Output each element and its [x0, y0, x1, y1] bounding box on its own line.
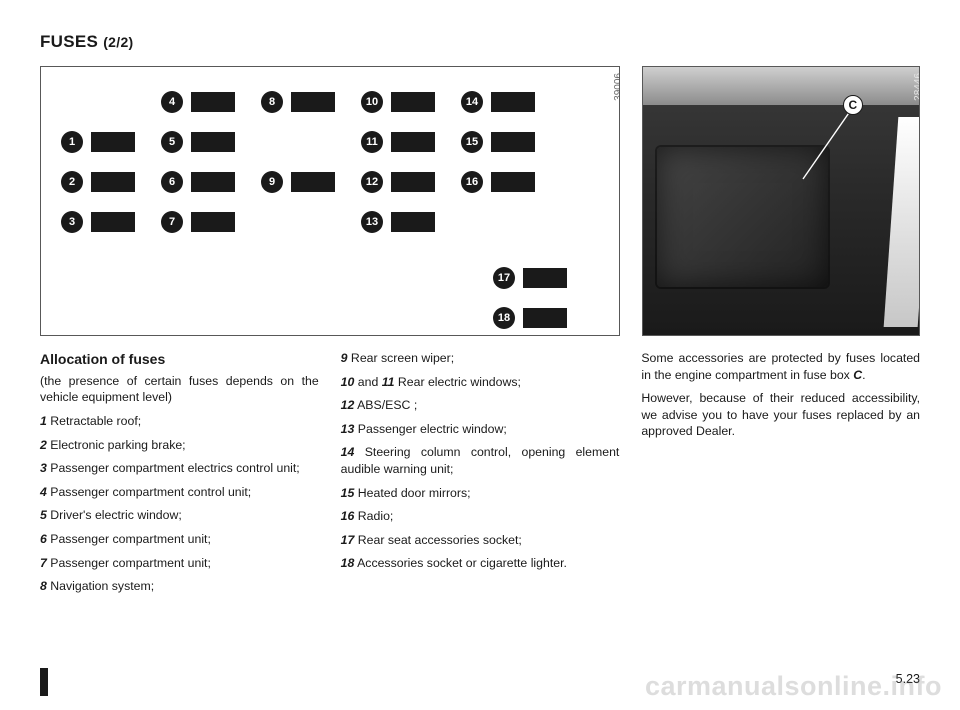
fuse-number-badge: 16 — [461, 171, 483, 193]
fuse-list-item: 8 Navigation system; — [40, 578, 319, 595]
fuse-list-item: 14 Steering column control, opening elem… — [341, 444, 620, 477]
fuse-icon — [191, 92, 235, 112]
fuse-row: 9 — [261, 169, 335, 195]
callout-line-svg — [643, 67, 920, 336]
fuse-row: 7 — [161, 209, 235, 235]
fuse-list-item: 15 Heated door mirrors; — [341, 485, 620, 502]
fuse-icon — [91, 212, 135, 232]
fuse-list-item: 17 Rear seat accessories socket; — [341, 532, 620, 549]
fuse-column: 14 15 16 — [461, 89, 535, 235]
fuse-list-item: 10 and 11 Rear electric windows; — [341, 374, 620, 391]
fuse-icon — [491, 92, 535, 112]
fuse-icon — [491, 132, 535, 152]
allocation-heading: Allocation of fuses — [40, 350, 319, 369]
fuse-list-item: 6 Passenger compartment unit; — [40, 531, 319, 548]
fuse-list-item: 3 Passenger compartment electrics contro… — [40, 460, 319, 477]
manual-page: FUSES (2/2) 39006 1234567891011121314151… — [0, 0, 960, 710]
fuse-list-item: 13 Passenger electric window; — [341, 421, 620, 438]
engine-photo: C 28446 — [642, 66, 920, 336]
fuse-icon — [491, 172, 535, 192]
text-col-1: Allocation of fuses (the presence of cer… — [40, 350, 319, 602]
text-col-3: Some accessories are protected by fuses … — [641, 350, 920, 602]
fuse-row: 10 — [361, 89, 435, 115]
fuse-column: 4 5 6 7 — [161, 89, 235, 235]
fuse-icon — [391, 92, 435, 112]
fuse-number-badge: 10 — [361, 91, 383, 113]
fuse-list-item: 4 Passenger compartment control unit; — [40, 484, 319, 501]
fuse-list-item: 7 Passenger compartment unit; — [40, 555, 319, 572]
fuse-number-badge: 18 — [493, 307, 515, 329]
fuse-number-badge: 11 — [361, 131, 383, 153]
fuse-diagram: 39006 12345678910111213141516 1718 — [40, 66, 620, 336]
diagram-ref-number: 39006 — [613, 73, 620, 101]
fuse-number-badge: 13 — [361, 211, 383, 233]
engine-fuse-note-2: However, because of their reduced ac­ces… — [641, 390, 920, 440]
fuse-icon — [391, 172, 435, 192]
fuse-row: 17 — [493, 265, 567, 291]
fuse-list-item: 18 Accessories socket or cigarette light… — [341, 555, 620, 572]
fuse-number-badge: 1 — [61, 131, 83, 153]
fuse-number-badge: 7 — [161, 211, 183, 233]
title-sub: (2/2) — [103, 34, 133, 50]
fuse-icon — [523, 268, 567, 288]
fuse-icon — [191, 172, 235, 192]
title-main: FUSES — [40, 32, 98, 51]
text-columns: Allocation of fuses (the presence of cer… — [40, 350, 920, 602]
fuse-number-badge: 6 — [161, 171, 183, 193]
fuse-icon — [291, 172, 335, 192]
fuse-number-badge: 12 — [361, 171, 383, 193]
fuse-row: 3 — [61, 209, 135, 235]
fuse-row: 16 — [461, 169, 535, 195]
fuse-list-item: 9 Rear screen wiper; — [341, 350, 620, 367]
fuse-number-badge: 5 — [161, 131, 183, 153]
text-col-2: 9 Rear screen wiper; 10 and 11 Rear elect… — [341, 350, 620, 602]
fuse-number-badge: 14 — [461, 91, 483, 113]
fuse-row: 12 — [361, 169, 435, 195]
upper-figures: 39006 12345678910111213141516 1718 C 284… — [40, 66, 920, 336]
fuse-row: 4 — [161, 89, 235, 115]
footer-black-bar — [40, 668, 48, 696]
allocation-intro: (the presence of certain fuses depends o… — [40, 373, 319, 406]
fuse-column: 10 11 12 13 — [361, 89, 435, 235]
fuse-icon — [391, 132, 435, 152]
fuse-number-badge: 3 — [61, 211, 83, 233]
fuse-column: 89 — [261, 89, 335, 235]
engine-fuse-note-1: Some accessories are protected by fuses … — [641, 350, 920, 383]
callout-c-badge: C — [843, 95, 863, 115]
fuse-number-badge: 17 — [493, 267, 515, 289]
fuse-icon — [191, 212, 235, 232]
page-number: 5.23 — [896, 672, 920, 686]
fuse-list-item: 2 Electronic parking brake; — [40, 437, 319, 454]
fuse-icon — [523, 308, 567, 328]
fuse-icon — [191, 132, 235, 152]
fuse-number-badge: 2 — [61, 171, 83, 193]
fuse-row: 8 — [261, 89, 335, 115]
fuse-row: 5 — [161, 129, 235, 155]
fuse-list-item: 5 Driver's electric window; — [40, 507, 319, 524]
page-title: FUSES (2/2) — [40, 32, 920, 52]
fuse-row: 6 — [161, 169, 235, 195]
fuse-row: 14 — [461, 89, 535, 115]
fuse-number-badge: 8 — [261, 91, 283, 113]
fuse-number-badge: 15 — [461, 131, 483, 153]
fuse-row: 1 — [61, 129, 135, 155]
fuse-list-item: 1 Retractable roof; — [40, 413, 319, 430]
fuse-row: 18 — [493, 305, 567, 331]
fuse-column: 1 2 3 — [61, 89, 135, 235]
fuse-list-item: 16 Radio; — [341, 508, 620, 525]
fuse-number-badge: 9 — [261, 171, 283, 193]
fuse-row: 13 — [361, 209, 435, 235]
fuse-row: 2 — [61, 169, 135, 195]
fuse-row: 15 — [461, 129, 535, 155]
fuse-list-item: 12 ABS/ESC ; — [341, 397, 620, 414]
fuse-row: 11 — [361, 129, 435, 155]
fuse-icon — [91, 172, 135, 192]
fuse-icon — [291, 92, 335, 112]
photo-ref-number: 28446 — [913, 73, 920, 101]
callout-c-letter: C — [849, 98, 858, 112]
fuse-icon — [91, 132, 135, 152]
fuse-number-badge: 4 — [161, 91, 183, 113]
fuse-icon — [391, 212, 435, 232]
